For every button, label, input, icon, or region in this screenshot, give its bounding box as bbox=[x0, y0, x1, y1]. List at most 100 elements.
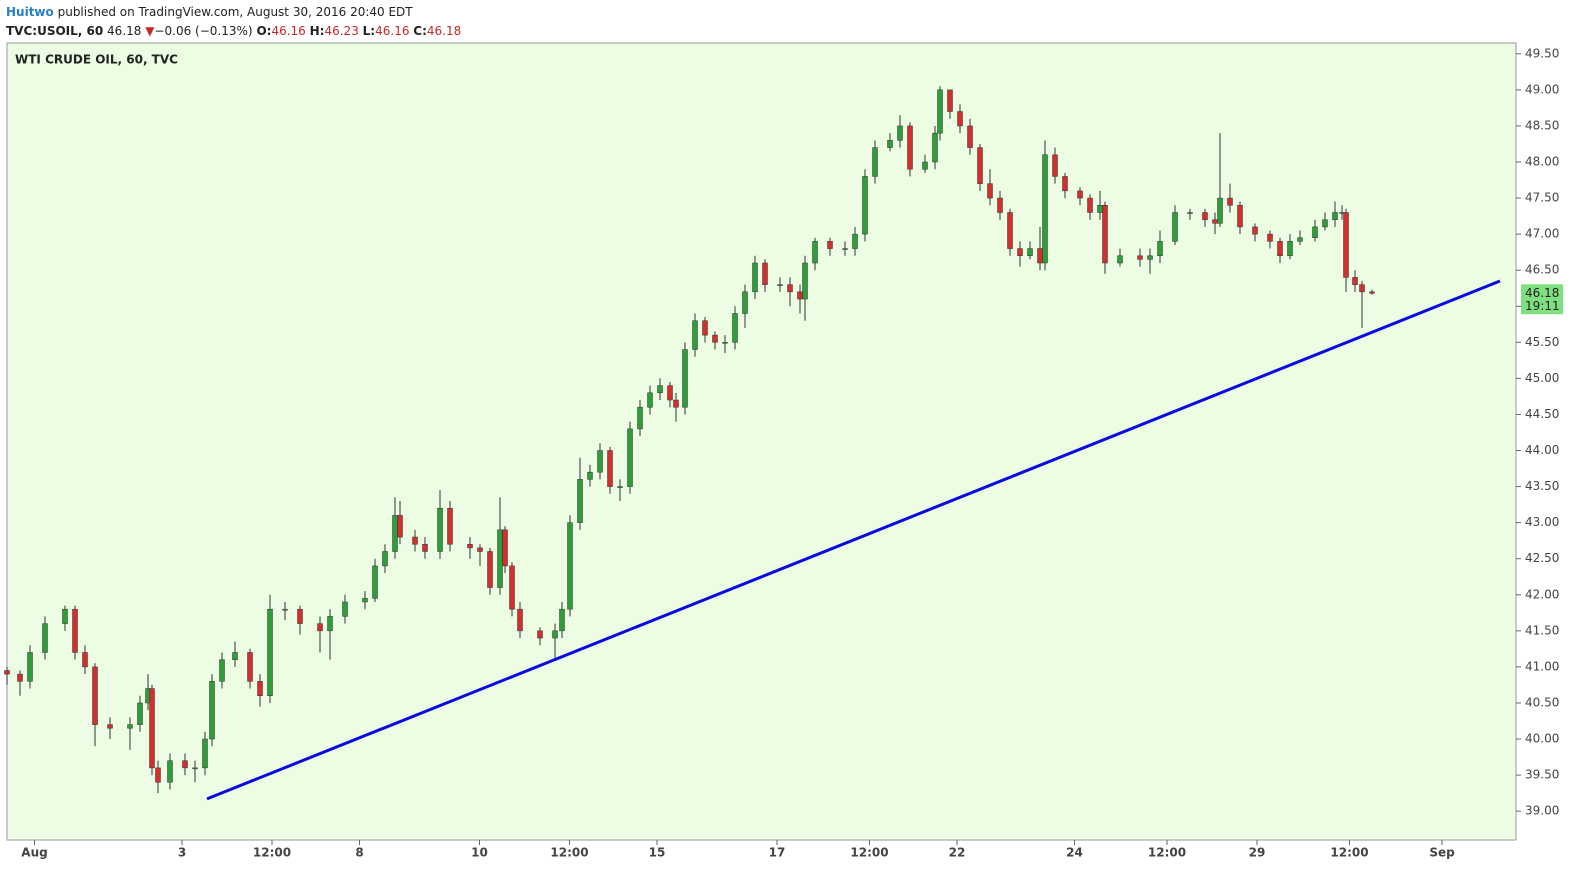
candle-body bbox=[647, 392, 653, 408]
close: 46.18 bbox=[426, 24, 462, 38]
candle-body bbox=[702, 320, 708, 336]
change: −0.06 (−0.13%) bbox=[154, 24, 253, 38]
candle-body bbox=[477, 547, 483, 552]
y-tick-label: 47.00 bbox=[1525, 227, 1559, 241]
candle-body bbox=[1212, 219, 1218, 224]
candle-body bbox=[1297, 237, 1303, 242]
candle-body bbox=[209, 681, 215, 740]
candle-body bbox=[17, 673, 23, 682]
candle-body bbox=[467, 544, 473, 549]
high: 46.23 bbox=[324, 24, 359, 38]
open-label: O: bbox=[256, 24, 272, 38]
candle-body bbox=[4, 670, 10, 675]
candle-body bbox=[607, 450, 613, 487]
candle-body bbox=[887, 140, 893, 148]
candle-body bbox=[667, 385, 673, 401]
candle-body bbox=[787, 284, 793, 293]
y-tick-label: 39.00 bbox=[1525, 804, 1559, 818]
candle-body bbox=[1147, 255, 1153, 260]
countdown: 19:11 bbox=[1525, 299, 1560, 313]
candle-body bbox=[742, 291, 748, 314]
y-tick-label: 41.00 bbox=[1525, 659, 1559, 673]
candle-body bbox=[842, 248, 848, 250]
author: Huitwo bbox=[6, 5, 54, 19]
symbol: TVC:USOIL, 60 bbox=[6, 24, 104, 38]
y-tick-label: 42.50 bbox=[1525, 551, 1559, 565]
candle-body bbox=[1117, 255, 1123, 264]
candle-body bbox=[1332, 212, 1338, 220]
x-tick-label: 22 bbox=[949, 846, 966, 860]
candle-body bbox=[517, 608, 523, 632]
candle-body bbox=[82, 652, 88, 668]
candle-body bbox=[1007, 212, 1013, 249]
candle-body bbox=[327, 616, 333, 632]
x-tick-label: 12:00 bbox=[253, 846, 291, 860]
candle-body bbox=[62, 608, 68, 624]
candle-body bbox=[155, 767, 161, 783]
candle-body bbox=[397, 515, 403, 538]
candle-body bbox=[1172, 212, 1178, 242]
candle-body bbox=[1027, 248, 1033, 257]
y-tick-label: 39.50 bbox=[1525, 768, 1559, 782]
candle-body bbox=[1102, 205, 1108, 264]
x-tick-label: Aug bbox=[21, 846, 47, 860]
y-tick-label: 47.50 bbox=[1525, 191, 1559, 205]
y-tick-label: 45.00 bbox=[1525, 371, 1559, 385]
candle-body bbox=[247, 652, 253, 682]
candle-body bbox=[967, 125, 973, 148]
candle-body bbox=[267, 608, 273, 696]
x-tick-label: 12:00 bbox=[550, 846, 588, 860]
candle-body bbox=[862, 176, 868, 235]
candle-body bbox=[722, 342, 728, 344]
candle-body bbox=[127, 724, 133, 729]
candle-body bbox=[1157, 241, 1163, 257]
y-tick-label: 49.00 bbox=[1525, 82, 1559, 96]
y-tick-label: 40.50 bbox=[1525, 695, 1559, 709]
candle-body bbox=[107, 724, 113, 729]
candle-body bbox=[692, 320, 698, 350]
candle-body bbox=[1042, 154, 1048, 264]
x-tick-label: Sep bbox=[1429, 846, 1455, 860]
open: 46.16 bbox=[271, 24, 306, 38]
candle-body bbox=[447, 507, 453, 545]
candle-body bbox=[1252, 226, 1258, 235]
last-price-label: 46.18 bbox=[1525, 286, 1559, 300]
candle-body bbox=[657, 385, 663, 394]
y-tick-label: 44.50 bbox=[1525, 407, 1559, 421]
candle-body bbox=[167, 760, 173, 783]
candle-body bbox=[1227, 197, 1233, 206]
publish-line: Huitwo published on TradingView.com, Aug… bbox=[6, 3, 461, 22]
candle-body bbox=[1312, 226, 1318, 238]
candle-body bbox=[219, 659, 225, 682]
candle-body bbox=[987, 183, 993, 199]
candle-body bbox=[682, 349, 688, 408]
candle-body bbox=[1322, 219, 1328, 228]
candle-body bbox=[437, 507, 443, 552]
candle-body bbox=[802, 262, 808, 300]
close-label: C: bbox=[413, 24, 427, 38]
high-label: H: bbox=[309, 24, 325, 38]
candle-body bbox=[712, 334, 718, 343]
candle-body bbox=[149, 688, 155, 769]
y-tick-label: 45.50 bbox=[1525, 335, 1559, 349]
published: published on TradingView.com, August 30,… bbox=[57, 5, 413, 19]
candle-body bbox=[552, 630, 558, 639]
chart-title: WTI CRUDE OIL, 60, TVC bbox=[15, 53, 178, 67]
candle-body bbox=[1352, 277, 1358, 285]
candle-body bbox=[257, 681, 263, 696]
candle-body bbox=[777, 284, 783, 286]
trend-line bbox=[206, 279, 1501, 801]
candle-body bbox=[1037, 248, 1043, 264]
candle-body bbox=[282, 608, 288, 611]
candle-body bbox=[1202, 212, 1208, 220]
candle-body bbox=[922, 161, 928, 170]
candle-body bbox=[567, 522, 573, 610]
y-tick-label: 41.50 bbox=[1525, 623, 1559, 637]
candle-body bbox=[537, 630, 543, 639]
y-tick-label: 43.00 bbox=[1525, 515, 1559, 529]
y-tick-label: 44.00 bbox=[1525, 443, 1559, 457]
candle-body bbox=[637, 406, 643, 430]
x-tick-label: 3 bbox=[178, 846, 186, 860]
candle-body bbox=[1359, 284, 1365, 293]
candle-body bbox=[1097, 205, 1103, 213]
